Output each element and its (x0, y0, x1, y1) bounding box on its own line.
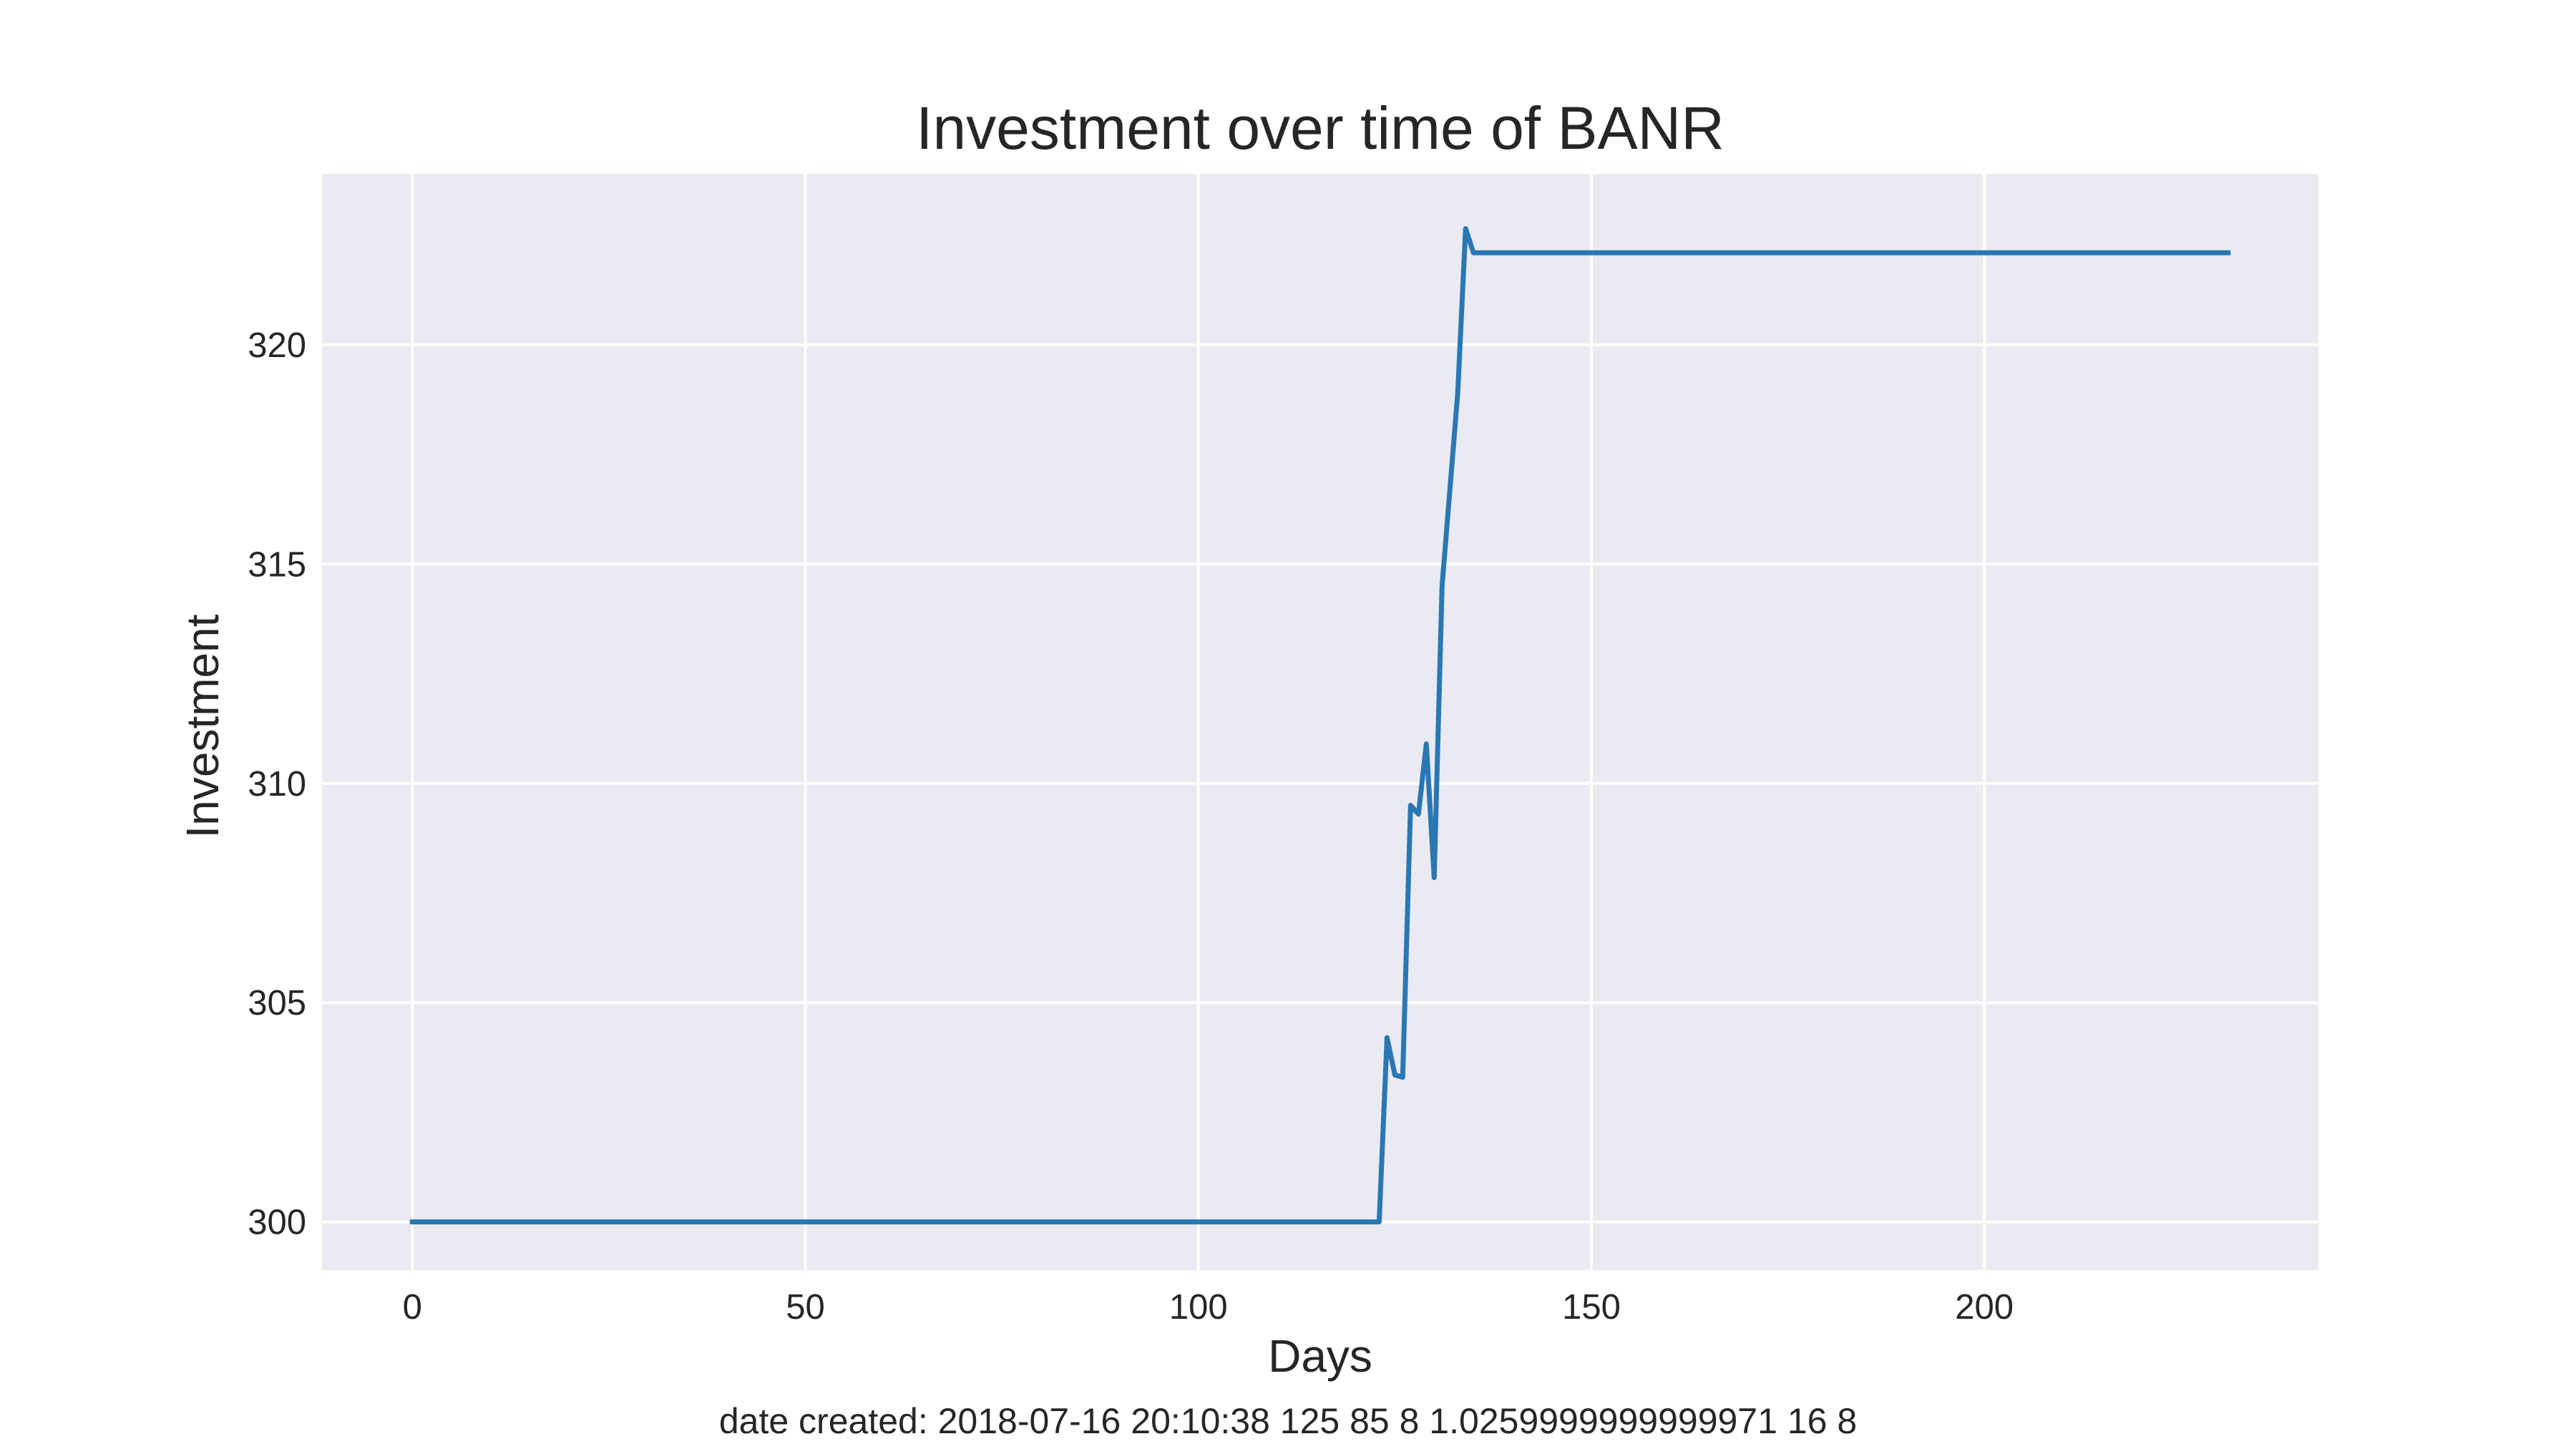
investment-series-line (409, 226, 2231, 1225)
x-tick-labels: 0 50 100 150 200 (403, 1288, 2014, 1327)
y-tick-labels: 300 305 310 315 320 (248, 326, 306, 1242)
y-tick-label: 315 (248, 545, 306, 584)
y-tick-label: 300 (248, 1204, 306, 1242)
x-tick-label: 200 (1955, 1288, 2014, 1327)
x-tick-label: 150 (1562, 1288, 1621, 1327)
series-group (409, 226, 2231, 1225)
x-tick-label: 0 (403, 1288, 422, 1327)
plot-background (322, 174, 2318, 1270)
x-tick-label: 100 (1169, 1288, 1228, 1327)
x-axis-label: Days (1268, 1330, 1372, 1382)
y-tick-label: 320 (248, 326, 306, 365)
x-tick-label: 50 (786, 1288, 825, 1327)
chart-title: Investment over time of BANR (916, 94, 1724, 162)
y-tick-label: 305 (248, 984, 306, 1023)
y-axis-label: Investment (177, 614, 228, 838)
y-tick-label: 310 (248, 765, 306, 804)
footer-date-created: date created: 2018-07-16 20:10:38 125 85… (719, 1401, 1857, 1441)
